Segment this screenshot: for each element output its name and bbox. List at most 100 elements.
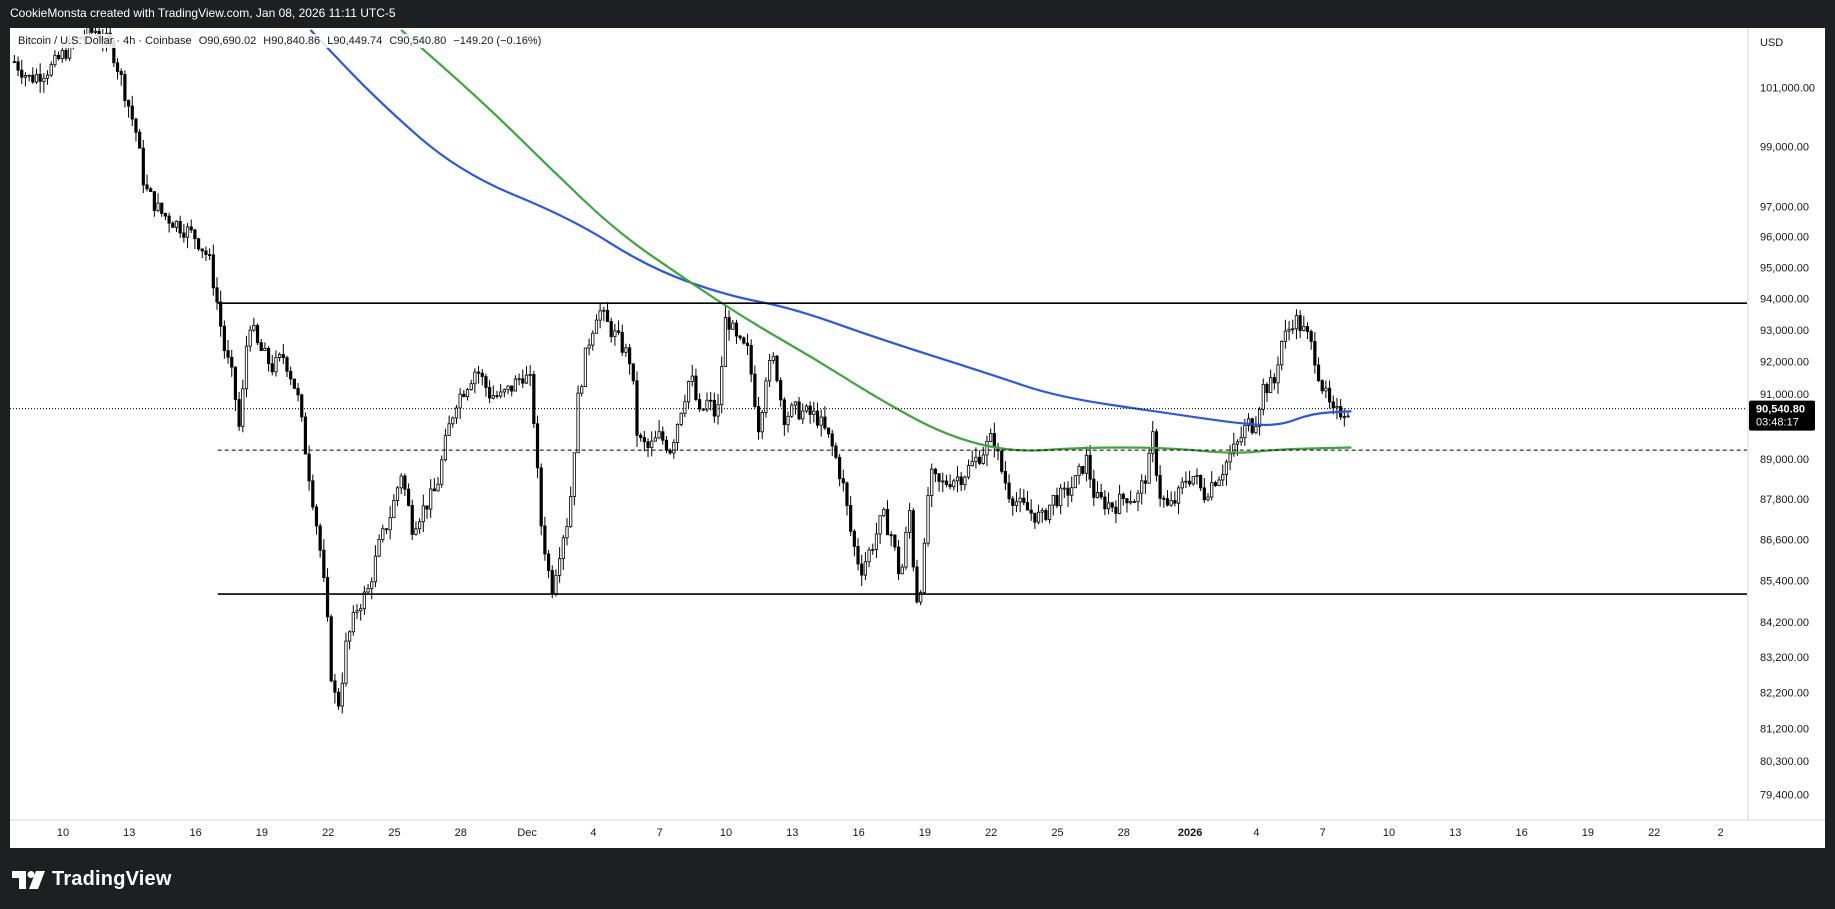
candle-body: [845, 482, 849, 506]
candle-body: [222, 325, 226, 351]
candle-body: [915, 566, 919, 603]
candle-body: [1154, 431, 1159, 476]
candle-body: [587, 344, 591, 349]
candle-body: [823, 416, 827, 429]
y-tick-label: 93,000.00: [1760, 325, 1809, 337]
candle-body: [480, 372, 484, 378]
candle-body: [1324, 387, 1328, 392]
candle-body: [248, 329, 252, 347]
y-tick-label: 89,000.00: [1760, 454, 1809, 466]
ohlc-change: −149.20 (−0.16%): [453, 35, 542, 47]
candle-body: [605, 309, 610, 322]
candle-body: [1294, 315, 1299, 330]
candle-body: [1011, 498, 1015, 506]
candle-body: [204, 250, 208, 255]
candle-body: [878, 515, 882, 535]
candle-body: [664, 439, 669, 451]
candle-body: [130, 105, 134, 120]
candle-body: [631, 363, 635, 382]
candle-body: [1125, 498, 1129, 504]
candle-body: [510, 385, 514, 392]
candle-body: [639, 434, 643, 438]
candle-body: [779, 380, 783, 401]
candle-body: [937, 473, 941, 482]
candle-body: [45, 74, 50, 79]
candle-body: [395, 487, 400, 501]
candle-body: [764, 380, 768, 413]
candle-body: [377, 539, 381, 557]
candle-body: [1040, 510, 1044, 513]
candle-body: [716, 404, 720, 417]
y-tick-label: 81,200.00: [1760, 723, 1809, 735]
candle-body: [263, 347, 267, 352]
candle-body: [60, 49, 64, 60]
candle-body: [1081, 465, 1085, 474]
moving-average-blue: [309, 29, 1352, 427]
candle-body: [580, 386, 584, 394]
candle-body: [303, 416, 308, 455]
candle-body: [944, 480, 949, 485]
candle-body: [1059, 487, 1063, 507]
y-tick-label: 84,200.00: [1760, 617, 1809, 629]
candle-body: [1140, 480, 1144, 494]
x-tick-label: 16: [189, 827, 201, 839]
candle-body: [1151, 431, 1155, 454]
y-tick-label: 83,200.00: [1760, 652, 1809, 664]
candle-body: [425, 505, 429, 510]
x-tick-label: 7: [657, 827, 663, 839]
candle-body: [1173, 500, 1177, 504]
candle-body: [882, 509, 886, 517]
ohlc-high: H90,840.86: [263, 35, 321, 47]
candle-body: [642, 437, 646, 443]
candle-body: [933, 468, 937, 475]
candle-body: [679, 412, 683, 425]
chart-attribution: CookieMonsta created with TradingView.co…: [10, 6, 396, 20]
candle-body: [602, 309, 606, 312]
y-tick-label: 99,000.00: [1760, 141, 1809, 153]
candle-body: [1180, 481, 1184, 489]
candle-body: [381, 528, 385, 540]
candle-body: [1254, 426, 1258, 434]
candle-body: [333, 680, 337, 693]
candle-body: [454, 407, 459, 419]
candle-body: [860, 563, 864, 576]
candle-body: [1335, 406, 1339, 409]
tradingview-logo[interactable]: TradingView: [12, 868, 172, 891]
candle-body: [399, 475, 403, 489]
y-tick-label: 87,800.00: [1760, 494, 1809, 506]
candle-body: [1176, 487, 1181, 504]
x-tick-label: Dec: [517, 827, 537, 839]
candle-body: [384, 528, 389, 531]
candle-body: [613, 330, 617, 338]
candle-body: [1210, 482, 1214, 498]
candle-body: [1165, 498, 1170, 506]
moving-average-green: [400, 29, 1352, 454]
x-tick-label: 16: [1515, 827, 1527, 839]
candle-body: [841, 478, 845, 484]
current-price-label: 90,540.80: [1756, 404, 1805, 416]
price-chart[interactable]: USD 101,000.00 99,000.00 97,000.00 96,000.00…: [10, 28, 1825, 848]
candle-body: [465, 389, 470, 398]
candle-body: [521, 378, 525, 384]
symbol-legend[interactable]: Bitcoin / U.S. Dollar · 4h · Coinbase O9…: [16, 34, 548, 48]
x-tick-label: 28: [1118, 827, 1130, 839]
candle-body: [462, 393, 466, 398]
candle-body: [753, 373, 757, 407]
candle-body: [1066, 487, 1070, 496]
candle-body: [760, 412, 764, 433]
candle-body: [900, 566, 904, 575]
candle-body: [583, 347, 588, 388]
candle-body: [1025, 502, 1030, 511]
candle-body: [292, 378, 296, 389]
candle-body: [149, 188, 153, 192]
candle-body: [550, 570, 554, 595]
candle-body: [1077, 465, 1081, 477]
candle-body: [266, 347, 271, 365]
x-tick-label: 22: [985, 827, 997, 839]
candle-body: [193, 229, 197, 240]
candle-body: [469, 383, 473, 391]
candle-body: [698, 399, 702, 410]
x-tick-label: 25: [388, 827, 400, 839]
candle-body: [653, 437, 658, 442]
chart-frame[interactable]: USD 101,000.00 99,000.00 97,000.00 96,000.00…: [10, 28, 1825, 848]
